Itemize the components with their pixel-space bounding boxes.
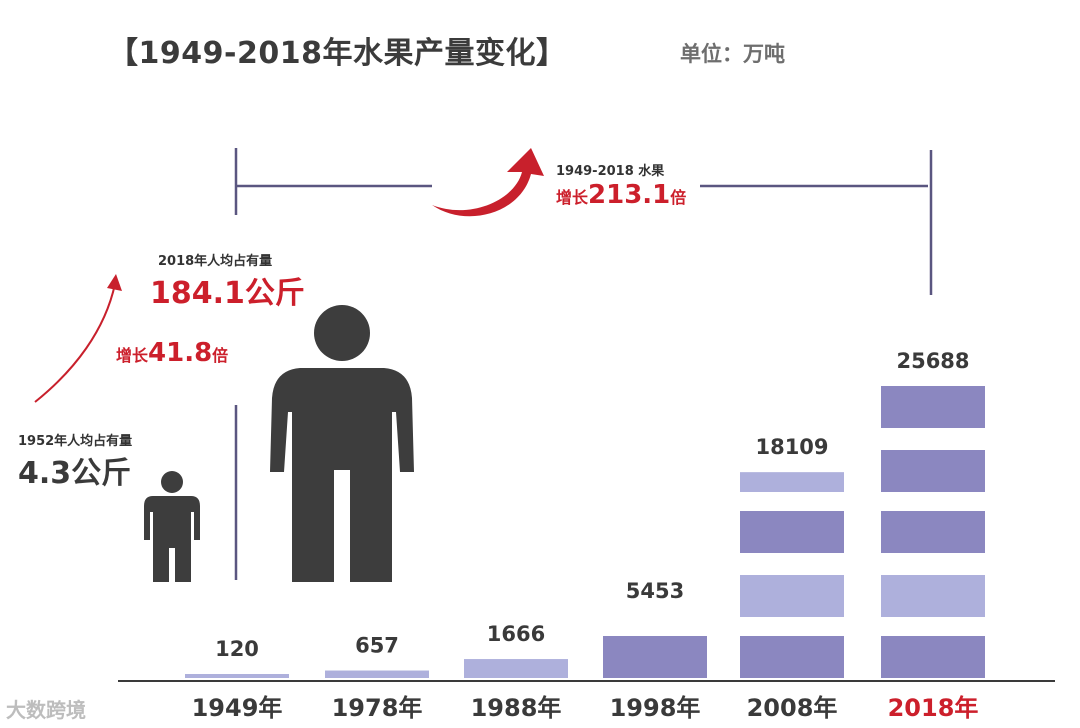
- per-capita-1952-value: 4.3公斤: [18, 456, 132, 491]
- watermark: 大数跨境: [6, 698, 86, 722]
- bar-1988年: [464, 659, 568, 678]
- value-label: 25688: [896, 349, 969, 373]
- growth-bracket: [234, 148, 933, 580]
- per-capita-2018-caption: 2018年人均占有量: [158, 254, 273, 269]
- per-capita-growth-prefix: 增长: [116, 346, 149, 365]
- category-label: 2018年: [888, 694, 979, 722]
- per-capita-1952-caption: 1952年人均占有量: [18, 434, 133, 449]
- growth-total-value: 213.1: [588, 180, 671, 210]
- growth-arrow-icon: [432, 148, 544, 217]
- bars-group: [185, 386, 985, 678]
- bar-2008年: [740, 472, 844, 678]
- growth-total-suffix: 倍: [670, 188, 687, 207]
- per-capita-growth-label: 增长41.8倍: [116, 338, 228, 368]
- per-capita-arrow-icon: [34, 274, 122, 403]
- unit-label: 单位：万吨: [680, 42, 785, 66]
- chart-title: 【1949-2018年水果产量变化】: [108, 36, 567, 71]
- value-label: 120: [215, 637, 259, 661]
- value-label: 18109: [755, 435, 828, 459]
- category-label: 1978年: [332, 694, 423, 722]
- value-label: 1666: [487, 622, 545, 646]
- growth-total-caption: 1949-2018 水果: [556, 164, 665, 179]
- person-large-icon: [270, 305, 414, 582]
- bar-1998年: [603, 636, 707, 678]
- bar-1978年: [325, 670, 429, 678]
- category-labels-group: 1949年 1978年 1988年 1998年 2008年 2018年: [192, 694, 979, 722]
- person-small-icon: [144, 471, 200, 582]
- value-label: 5453: [626, 579, 684, 603]
- category-label: 2008年: [747, 694, 838, 722]
- value-labels-group: 120 657 1666 5453 18109 25688: [215, 349, 969, 661]
- bar-2018年: [881, 386, 985, 678]
- per-capita-growth-value: 41.8: [148, 338, 213, 368]
- value-label: 657: [355, 634, 399, 658]
- per-capita-growth-suffix: 倍: [212, 346, 229, 365]
- category-label: 1988年: [471, 694, 562, 722]
- growth-total-label: 增长213.1倍: [556, 180, 686, 210]
- category-label: 1949年: [192, 694, 283, 722]
- growth-total-prefix: 增长: [556, 188, 589, 207]
- bar-1949年: [185, 674, 289, 678]
- category-label: 1998年: [610, 694, 701, 722]
- per-capita-2018-value: 184.1公斤: [150, 276, 305, 311]
